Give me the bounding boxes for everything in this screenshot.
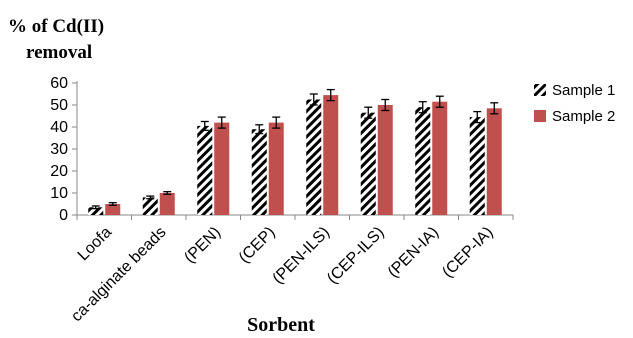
x-tick-label: (PEN): [181, 224, 224, 267]
bar-sample-1: [197, 125, 213, 215]
y-tick-label: 50: [50, 97, 68, 114]
bar-sample-2: [432, 101, 448, 215]
y-axis-title-line-2: removal: [26, 42, 92, 63]
legend: Sample 1 Sample 2: [534, 82, 615, 125]
legend-label-sample-1: Sample 1: [552, 82, 615, 99]
x-tick-label: Loofa: [75, 224, 115, 264]
bar-sample-2: [105, 204, 121, 215]
bar-sample-2: [214, 122, 230, 215]
x-tick-label: (CEP-ILS): [324, 224, 388, 288]
bar-sample-1: [306, 99, 322, 215]
bar-sample-2: [486, 108, 502, 215]
bar-sample-2: [268, 122, 284, 215]
legend-swatch-sample-1: [534, 84, 546, 96]
y-tick-label: 0: [59, 207, 68, 224]
bar-sample-1: [415, 107, 431, 215]
y-axis-title-line-1: % of Cd(II): [8, 16, 104, 37]
bar-sample-1: [251, 129, 267, 215]
bar-sample-2: [159, 193, 175, 215]
bar-sample-1: [88, 207, 104, 215]
y-tick-label: 10: [50, 185, 68, 202]
y-tick-label: 30: [50, 141, 68, 158]
legend-label-sample-2: Sample 2: [552, 108, 615, 125]
x-tick-label: (PEN-ILS): [270, 224, 334, 288]
bar-sample-1: [142, 197, 158, 215]
y-tick-label: 20: [50, 163, 68, 180]
x-axis-title: Sorbent: [247, 314, 315, 336]
x-tick-label: (PEN-IA): [385, 224, 442, 281]
legend-swatch-sample-2: [534, 110, 546, 122]
x-tick-label: ca-alginate beads: [68, 224, 169, 325]
bar-sample-1: [469, 117, 485, 215]
x-tick-label: (CEP-IA): [439, 224, 496, 281]
bar-sample-2: [377, 105, 393, 215]
x-tick-label: (CEP): [236, 224, 279, 267]
y-tick-label: 60: [50, 75, 68, 92]
bar-sample-2: [323, 95, 339, 215]
y-tick-label: 40: [50, 119, 68, 136]
bar-sample-1: [360, 112, 376, 215]
